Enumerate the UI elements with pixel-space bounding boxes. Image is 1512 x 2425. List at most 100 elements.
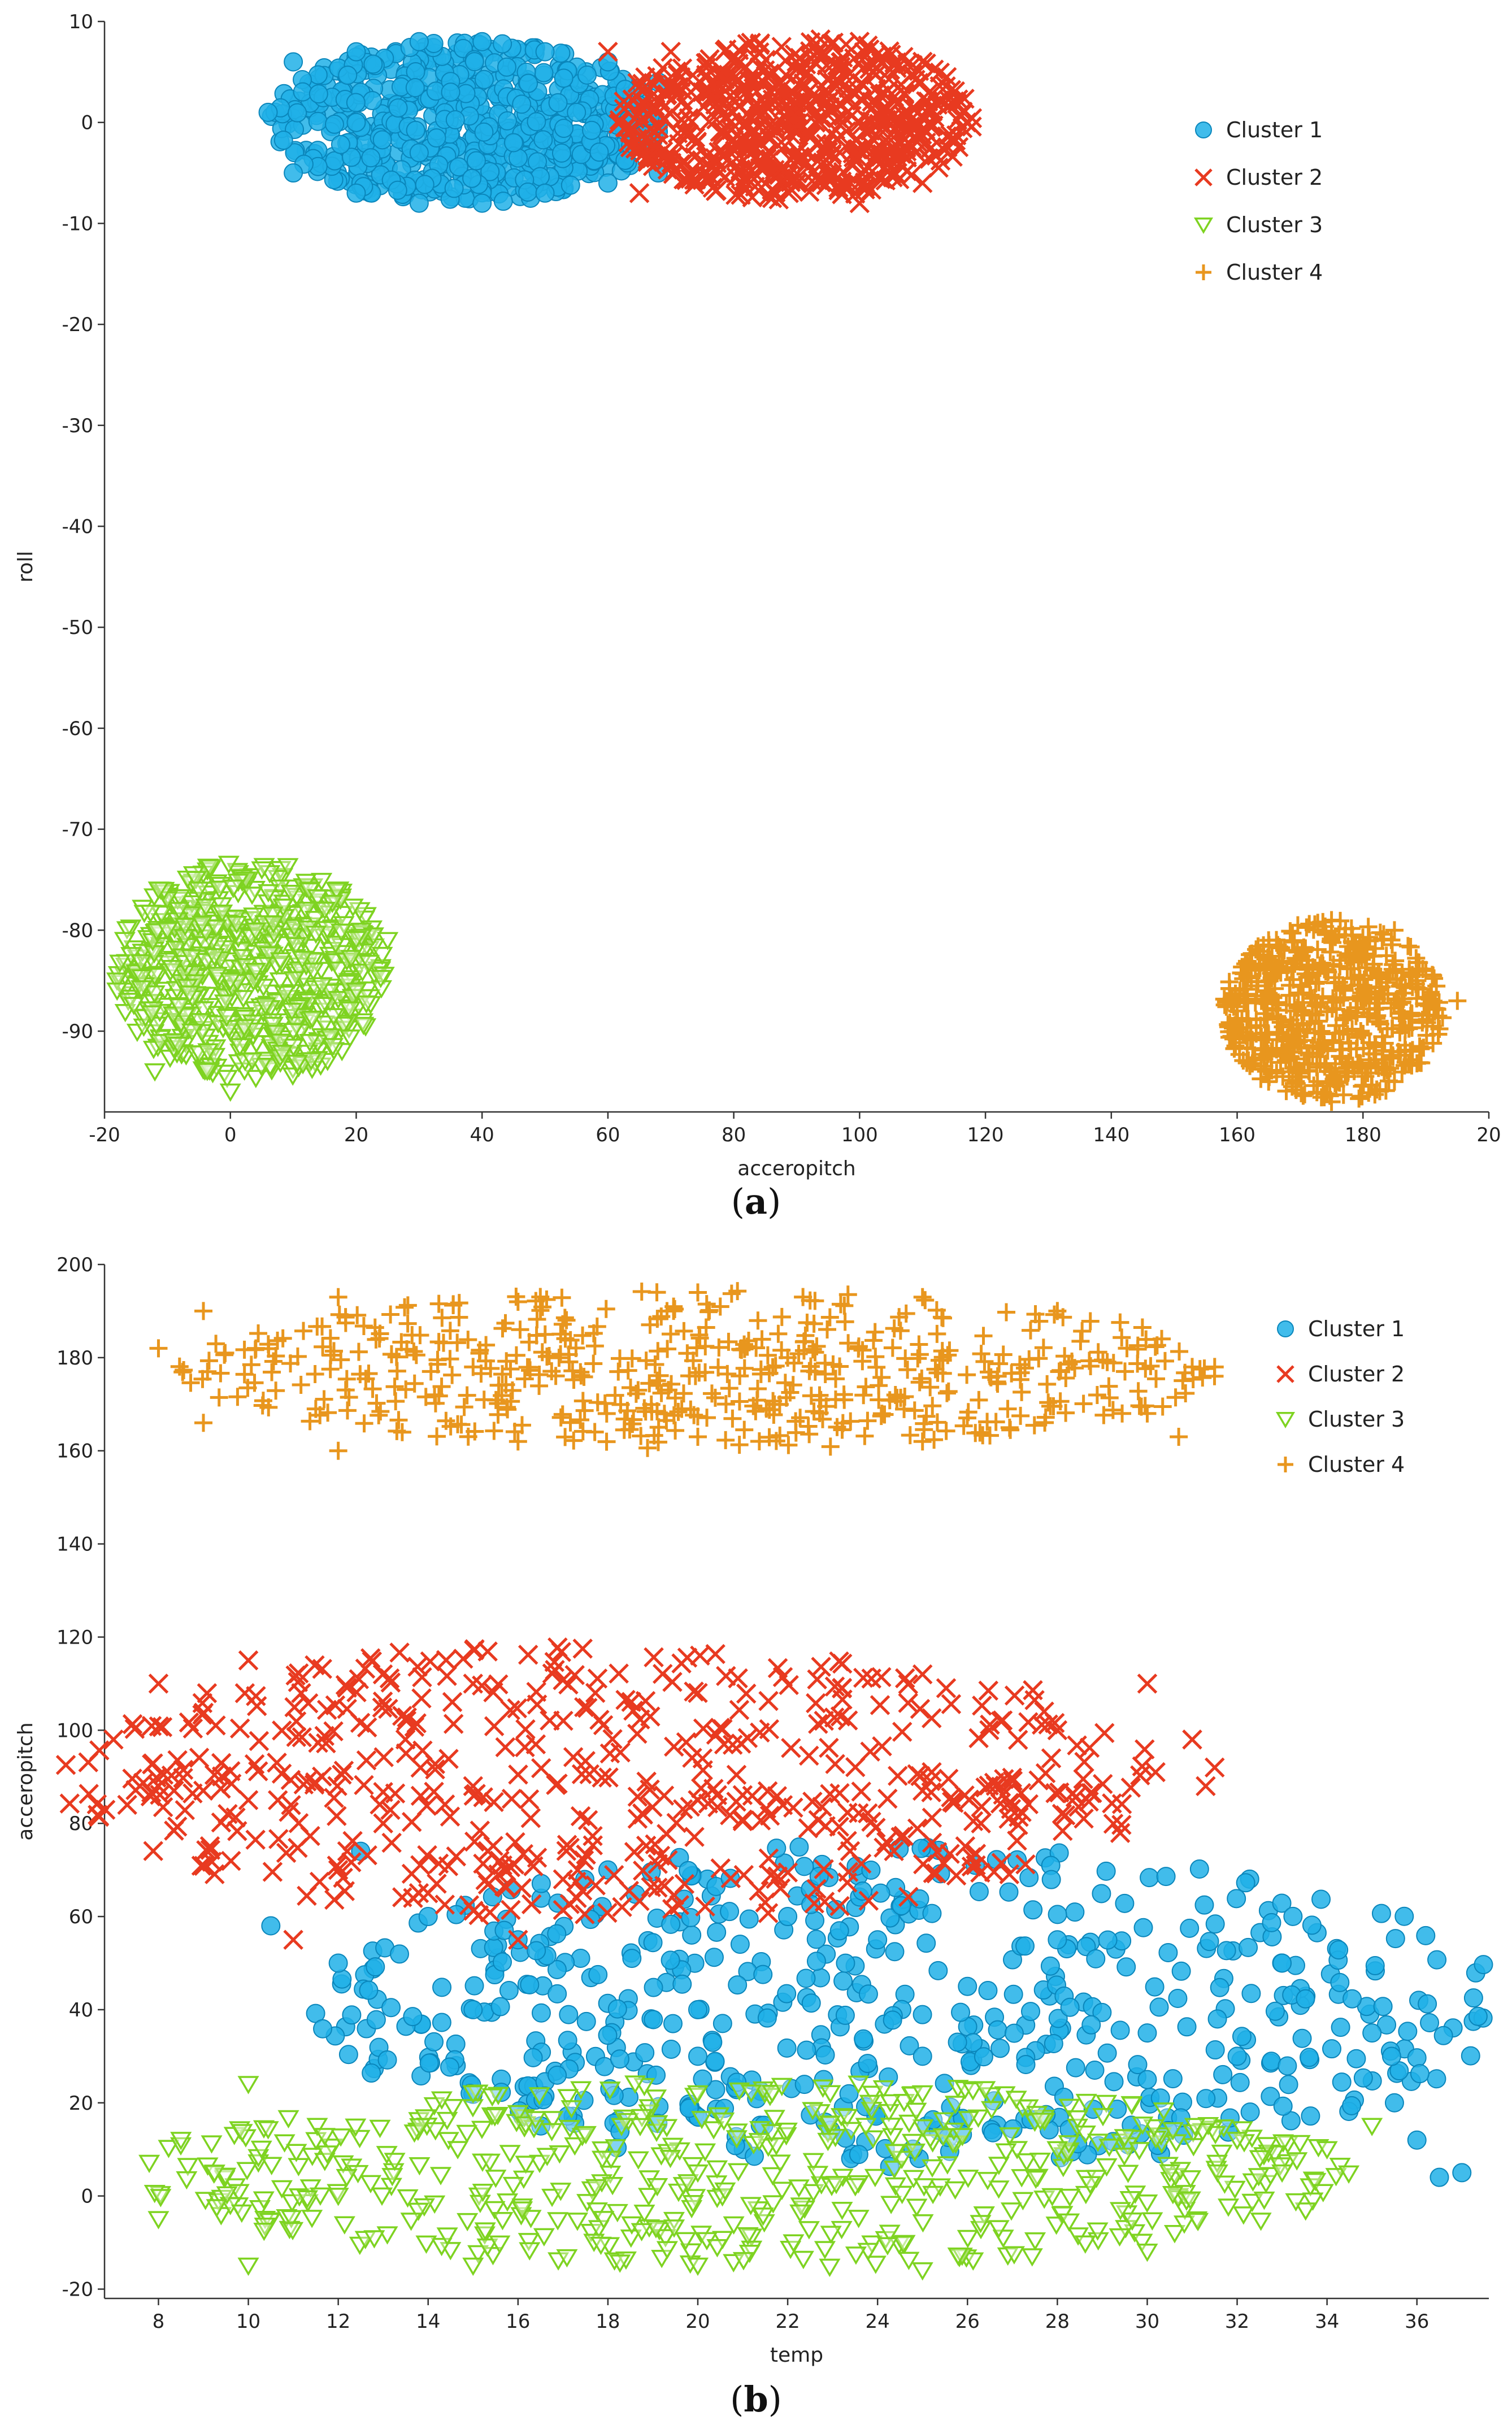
cluster-fill-marker (1016, 2054, 1036, 2074)
data-point (629, 183, 650, 203)
cluster-fill-marker (734, 170, 754, 190)
cluster-fill-marker (898, 1693, 918, 1713)
cluster-fill-marker (672, 58, 693, 79)
cluster-fill-marker (124, 1719, 145, 1739)
cluster-fill-marker (997, 1303, 1015, 1322)
cluster-fill-marker (357, 1717, 377, 1738)
cluster-fill-marker (390, 1944, 410, 1964)
cluster-fill-marker (1012, 2192, 1034, 2211)
cluster-fill-marker (204, 1765, 225, 1785)
cluster-fill-marker (497, 111, 517, 131)
cluster-fill-marker (271, 1045, 293, 1063)
cluster-fill-marker (515, 1719, 536, 1740)
x-tick-label: 100 (841, 1124, 878, 1146)
cluster-fill-marker (789, 2204, 811, 2223)
data-point (1227, 2046, 1247, 2066)
cluster-fill-marker (712, 65, 733, 85)
data-point (237, 2076, 259, 2094)
cluster-fill-marker (362, 91, 382, 111)
cluster-fill-marker (905, 1401, 924, 1420)
cluster-fill-marker (312, 997, 334, 1015)
cluster-fill-marker (551, 1642, 572, 1662)
cluster-fill-marker (696, 53, 716, 73)
y-tick-label: -50 (62, 616, 93, 639)
cluster-fill-marker (277, 2110, 299, 2129)
data-point (1226, 2132, 1248, 2150)
cluster-fill-marker (759, 81, 780, 101)
cluster-fill-marker (836, 2109, 858, 2128)
cluster-fill-marker (849, 2145, 868, 2165)
cluster-fill-marker (725, 2130, 748, 2149)
cluster-fill-marker (294, 1322, 312, 1340)
cluster-fill-marker (125, 1780, 146, 1801)
cluster-fill-marker (805, 88, 825, 109)
cluster-fill-marker (116, 921, 138, 940)
cluster-fill-marker (871, 1667, 892, 1687)
cluster-fill-marker (1085, 2060, 1105, 2080)
cluster-fill-marker (1038, 1714, 1058, 1735)
x-tick-label: 14 (416, 2310, 440, 2333)
cluster-fill-marker (736, 1683, 757, 1704)
cluster-fill-marker (276, 1842, 297, 1863)
cluster-fill-marker (1156, 1867, 1176, 1887)
cluster-fill-marker (432, 1978, 452, 1997)
cluster-fill-marker (877, 1788, 898, 1809)
cluster-fill-marker (660, 103, 680, 124)
data-point (147, 2211, 170, 2230)
cluster-fill-marker (349, 2130, 371, 2149)
cluster-fill-marker (900, 2036, 919, 2055)
cluster-fill-marker (1018, 1794, 1039, 1815)
cluster-fill-marker (298, 1693, 319, 1714)
cluster-fill-marker (518, 1645, 538, 1665)
cluster-fill-marker (592, 1767, 612, 1788)
cluster-fill-marker (371, 1402, 390, 1421)
y-tick-label: -20 (62, 2279, 93, 2301)
cluster-fill-marker (1008, 1815, 1028, 1835)
cluster-fill-marker (571, 1410, 590, 1429)
cluster-fill-marker (501, 1900, 521, 1920)
cluster-fill-marker (997, 2247, 1019, 2266)
cluster-fill-marker (684, 1827, 705, 1847)
cluster-fill-marker (330, 923, 352, 942)
cluster-fill-marker (346, 93, 366, 112)
cluster-fill-marker (648, 1283, 666, 1302)
cluster-fill-marker (767, 1658, 788, 1679)
cluster-fill-marker (711, 1297, 729, 1316)
cluster-fill-marker (130, 954, 152, 973)
cluster-fill-marker (637, 1351, 655, 1370)
cluster-fill-marker (1036, 1413, 1054, 1432)
cluster-fill-marker (1197, 2117, 1219, 2136)
cluster-fill-marker (979, 1720, 1000, 1740)
cluster-fill-marker (1007, 1729, 1028, 1750)
cluster-fill-marker (1158, 1942, 1178, 1962)
cluster-fill-marker (260, 2157, 283, 2175)
cluster-fill-marker (1149, 1997, 1169, 2017)
cluster-fill-marker (618, 1402, 637, 1420)
cluster-fill-marker (771, 1426, 789, 1445)
cluster-fill-marker (938, 1768, 959, 1789)
cluster-fill-marker (866, 1323, 884, 1341)
cluster-fill-marker (631, 2223, 653, 2242)
legend-marker-4 (1196, 264, 1211, 280)
cluster-fill-marker (767, 1866, 788, 1887)
data-point (958, 1976, 977, 1996)
cluster-fill-marker (835, 2005, 855, 2025)
cluster-fill-marker (1292, 977, 1311, 996)
cluster-fill-marker (832, 1678, 852, 1699)
cluster-fill-marker (351, 953, 373, 971)
cluster-fill-marker (1136, 2194, 1158, 2213)
cluster-fill-marker (1304, 1045, 1322, 1063)
cluster-fill-marker (273, 1329, 292, 1348)
cluster-fill-marker (1241, 2193, 1263, 2213)
cluster-fill-marker (990, 1711, 1011, 1732)
cluster-fill-marker (1205, 2040, 1225, 2060)
cluster-fill-marker (941, 1694, 962, 1714)
cluster-fill-marker (959, 1789, 980, 1810)
cluster-fill-marker (288, 1672, 309, 1692)
cluster-fill-marker (579, 1764, 599, 1785)
cluster-fill-marker (427, 128, 446, 148)
cluster-fill-marker (262, 915, 284, 934)
cluster-fill-marker (1307, 1058, 1326, 1077)
cluster-fill-marker (603, 1865, 624, 1885)
